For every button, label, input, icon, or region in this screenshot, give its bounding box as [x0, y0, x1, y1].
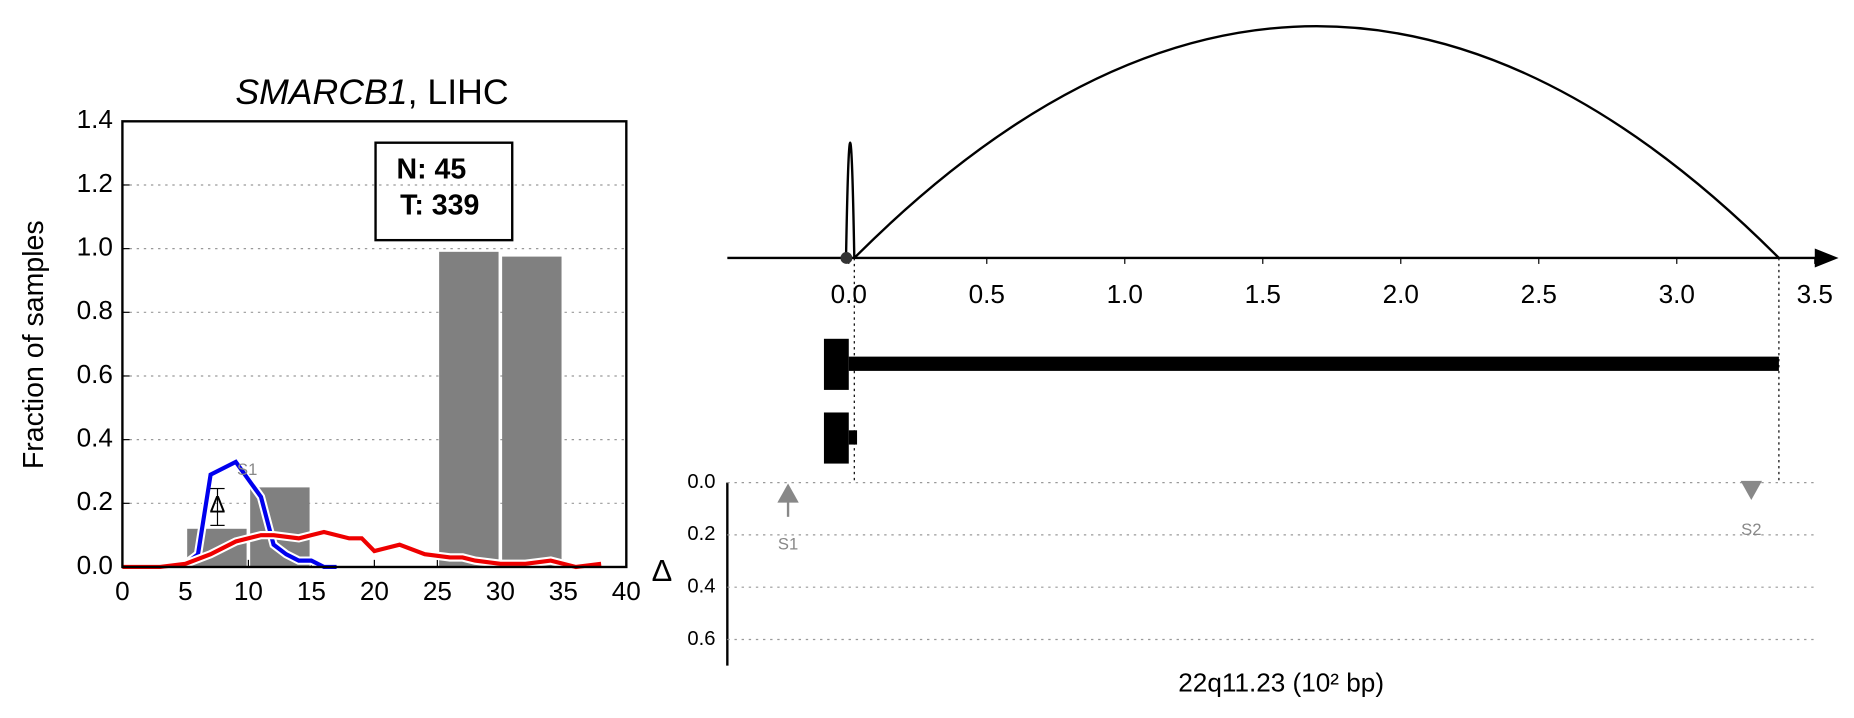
x-tick-label: 10 [234, 576, 263, 606]
y-tick-label: 0.0 [687, 471, 715, 493]
y-tick-label: 0.6 [77, 359, 113, 389]
x-tick-label: 3.0 [1659, 279, 1695, 309]
x-tick-label: 25 [423, 576, 452, 606]
y-axis-label: Δ [652, 553, 673, 588]
origin-dot [840, 252, 853, 264]
x-tick-label: 5 [178, 576, 193, 606]
y-tick-label: 1.0 [77, 232, 113, 262]
marker [1740, 480, 1762, 500]
y-tick-label: 0.4 [77, 423, 113, 453]
y-tick-label: 1.2 [77, 168, 113, 198]
y-axis-label: Fraction of samples [18, 220, 50, 469]
stats-t: T: 339 [400, 189, 479, 221]
series-line [122, 529, 602, 570]
y-tick-label: 0.6 [687, 628, 715, 650]
x-tick-label: 1.0 [1107, 279, 1143, 309]
y-tick-label: 1.4 [77, 104, 113, 134]
x-tick-label: 3.5 [1797, 279, 1833, 309]
y-tick-label: 0.2 [77, 486, 113, 516]
y-tick-label: 0.8 [77, 295, 113, 325]
annotation: S1 [237, 460, 257, 479]
x-tick-label: 15 [297, 576, 326, 606]
title-gene: SMARCB1 [235, 73, 407, 113]
y-tick-label: 0.2 [687, 523, 715, 545]
axis-arrow [1814, 248, 1839, 268]
track-block [823, 338, 849, 390]
plot-frame [121, 120, 628, 569]
title-cohort: , LIHC [408, 73, 509, 113]
y-tick-label: 0.4 [687, 576, 715, 598]
x-tick-label: 20 [360, 576, 389, 606]
arc [853, 25, 1780, 259]
arc [844, 141, 856, 259]
x-axis-label: 22q11.23 (10² bp) [1178, 668, 1384, 698]
stats-box [374, 141, 514, 242]
x-tick-label: 0.5 [969, 279, 1005, 309]
x-tick-label: 0.0 [831, 279, 867, 309]
track-line [848, 356, 1779, 371]
x-tick-label: 2.5 [1521, 279, 1557, 309]
marker [777, 483, 799, 503]
marker-label: S2 [1741, 520, 1761, 539]
x-tick-label: 35 [549, 576, 578, 606]
annotation: Δ [210, 492, 226, 519]
chart-title: SMARCB1, LIHC [235, 73, 508, 113]
track-block [823, 412, 849, 464]
x-tick-label: 30 [486, 576, 515, 606]
bar [502, 256, 562, 567]
track-line [848, 430, 858, 445]
x-tick-label: 40 [612, 576, 641, 606]
bar [439, 251, 499, 567]
stats-n: N: 45 [397, 154, 467, 186]
y-tick-label: 0.0 [77, 550, 113, 580]
x-tick-label: 1.5 [1245, 279, 1281, 309]
x-tick-label: 2.0 [1383, 279, 1419, 309]
marker-label: S1 [778, 535, 798, 554]
x-tick-label: 0 [115, 576, 130, 606]
